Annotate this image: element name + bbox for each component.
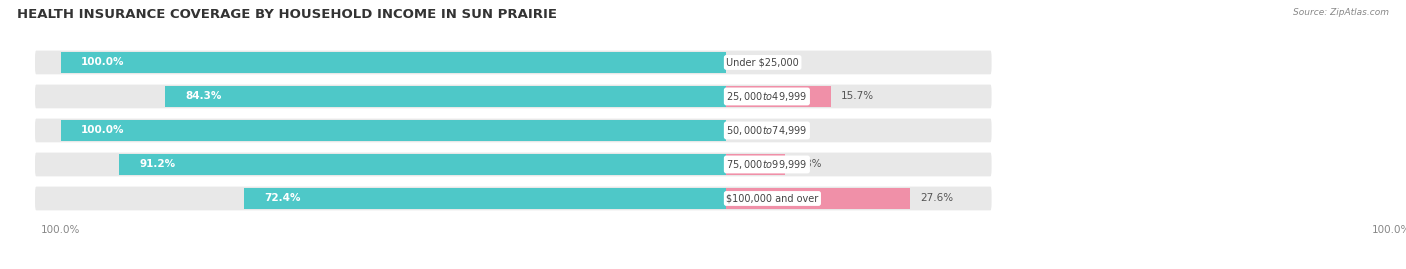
Text: 100.0%: 100.0% bbox=[1372, 225, 1406, 235]
Bar bbox=[60, 120, 727, 141]
FancyBboxPatch shape bbox=[34, 186, 993, 211]
FancyBboxPatch shape bbox=[34, 151, 993, 177]
Text: 8.8%: 8.8% bbox=[794, 160, 821, 169]
Text: $100,000 and over: $100,000 and over bbox=[727, 193, 818, 203]
Bar bbox=[120, 154, 727, 175]
Text: Source: ZipAtlas.com: Source: ZipAtlas.com bbox=[1294, 8, 1389, 17]
Text: $25,000 to $49,999: $25,000 to $49,999 bbox=[727, 90, 807, 103]
Text: $75,000 to $99,999: $75,000 to $99,999 bbox=[727, 158, 807, 171]
Text: 0.0%: 0.0% bbox=[737, 58, 762, 68]
Text: Under $25,000: Under $25,000 bbox=[727, 58, 799, 68]
Text: 27.6%: 27.6% bbox=[920, 193, 953, 203]
Text: 100.0%: 100.0% bbox=[41, 225, 80, 235]
Text: 91.2%: 91.2% bbox=[139, 160, 176, 169]
Text: HEALTH INSURANCE COVERAGE BY HOUSEHOLD INCOME IN SUN PRAIRIE: HEALTH INSURANCE COVERAGE BY HOUSEHOLD I… bbox=[17, 8, 557, 21]
Text: 100.0%: 100.0% bbox=[80, 125, 124, 136]
FancyBboxPatch shape bbox=[34, 49, 993, 75]
FancyBboxPatch shape bbox=[34, 118, 993, 143]
Bar bbox=[165, 86, 727, 107]
Text: 84.3%: 84.3% bbox=[186, 91, 222, 101]
Bar bbox=[60, 52, 727, 73]
Text: 100.0%: 100.0% bbox=[80, 58, 124, 68]
FancyBboxPatch shape bbox=[34, 84, 993, 109]
Text: 72.4%: 72.4% bbox=[264, 193, 301, 203]
Bar bbox=[727, 188, 910, 209]
Text: 15.7%: 15.7% bbox=[841, 91, 875, 101]
Text: $50,000 to $74,999: $50,000 to $74,999 bbox=[727, 124, 807, 137]
Bar bbox=[727, 86, 831, 107]
Bar bbox=[245, 188, 727, 209]
Bar bbox=[727, 154, 785, 175]
Text: 0.0%: 0.0% bbox=[737, 125, 762, 136]
